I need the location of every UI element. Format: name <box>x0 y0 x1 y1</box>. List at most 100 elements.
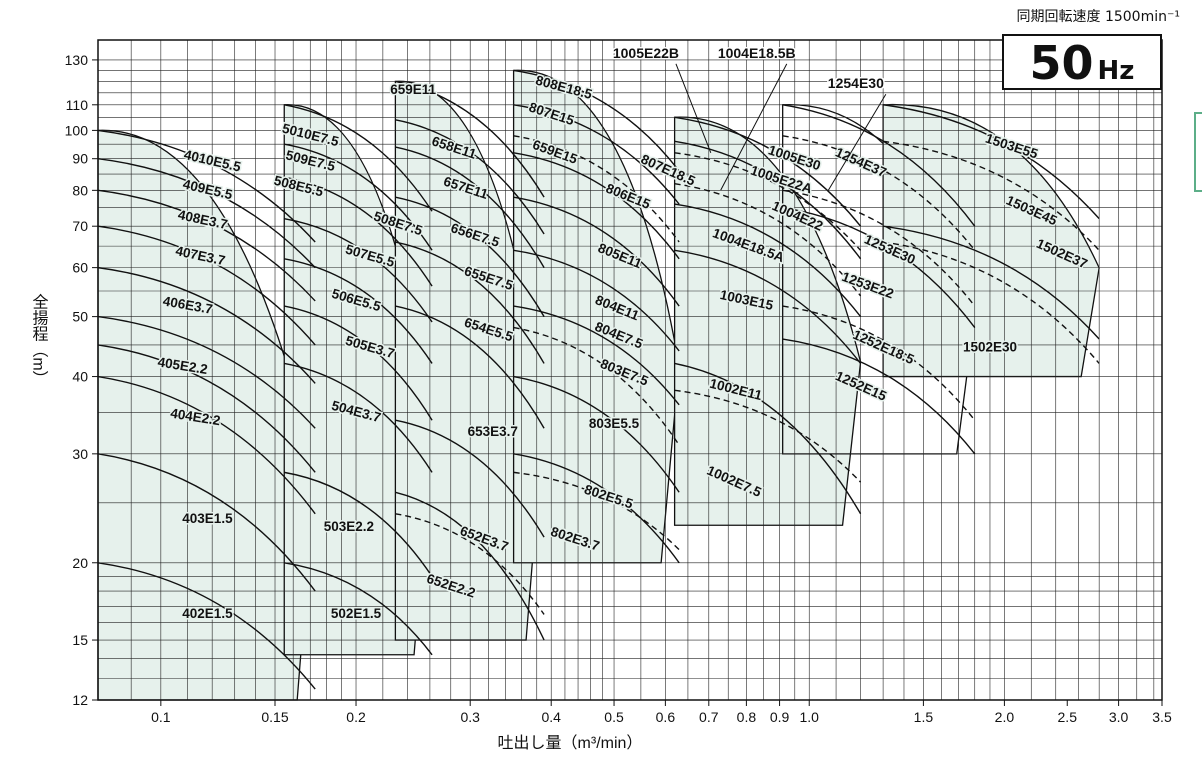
y-axis-label: 全揚程（m） <box>30 293 49 386</box>
x-tick-label: 3.5 <box>1152 709 1172 725</box>
speed-note: 同期回転速度 1500min⁻¹ <box>1016 9 1180 25</box>
head-curve <box>513 453 680 564</box>
head-curve-dashed <box>513 326 680 446</box>
head-curve-dashed <box>513 471 680 551</box>
head-curve <box>513 104 680 205</box>
model-label: 803E5.5 <box>589 416 640 431</box>
head-curve-dashed <box>883 241 1100 364</box>
callout-label: 1254E30 <box>828 75 884 91</box>
model-label: 1502E30 <box>963 339 1017 354</box>
side-index-tab <box>1194 112 1202 192</box>
head-curve <box>513 196 680 307</box>
head-curve <box>513 69 680 172</box>
callout-label: 1005E22B <box>613 45 679 61</box>
head-curve <box>97 375 316 515</box>
head-curve-dashed <box>782 305 976 421</box>
x-tick-label: 0.2 <box>346 709 366 725</box>
head-curve <box>395 305 545 429</box>
head-curve-dashed <box>395 513 545 615</box>
head-curve <box>97 266 316 384</box>
head-curve-dashed <box>782 189 976 307</box>
callout-label: 1004E18.5B <box>718 45 796 61</box>
head-curve-dashed <box>883 140 1100 251</box>
y-tick-label: 12 <box>72 692 88 708</box>
x-tick-label: 3.0 <box>1109 709 1129 725</box>
head-curve <box>513 249 680 352</box>
x-tick-label: 0.5 <box>604 709 624 725</box>
axes: 0.1 0.15 0.2 0.3 0.4 0.5 0.6 0.7 0.8 0.9 1.0 1.5 2.0… <box>30 39 1172 752</box>
callout-leader <box>720 63 788 191</box>
head-curve <box>284 562 433 656</box>
x-tick-label: 0.7 <box>699 709 719 725</box>
head-curve <box>674 116 862 227</box>
frequency-value: 50 <box>1029 36 1094 90</box>
y-tick-label: 90 <box>72 151 88 167</box>
y-tick-label: 70 <box>72 218 88 234</box>
head-curve <box>284 217 433 323</box>
head-curve <box>513 375 680 493</box>
head-curve <box>97 225 316 346</box>
head-curve <box>284 143 433 251</box>
y-tick-label: 80 <box>72 182 88 198</box>
head-curve <box>782 206 976 328</box>
plot-frame <box>97 39 1163 701</box>
x-tick-label: 0.8 <box>737 709 757 725</box>
y-tick-label: 130 <box>65 52 89 68</box>
x-tick-label: 0.1 <box>151 709 171 725</box>
x-tick-label: 2.0 <box>995 709 1015 725</box>
head-curve <box>284 305 433 421</box>
frequency-unit: Hz <box>1097 56 1135 86</box>
y-tick-label: 110 <box>66 97 89 113</box>
model-label: 1254E37 <box>833 145 888 181</box>
model-label: 4010E5.5 <box>183 147 243 175</box>
callout-leader <box>675 63 712 153</box>
head-curve <box>97 453 316 592</box>
x-tick-label: 0.15 <box>261 709 288 725</box>
frequency-badge: 50 Hz <box>1002 34 1162 90</box>
head-curve <box>674 140 862 260</box>
model-label: 502E1.5 <box>331 606 382 621</box>
head-curve <box>395 80 545 198</box>
head-curve <box>674 203 862 318</box>
head-curve-dashed <box>782 135 976 251</box>
y-tick-label: 20 <box>72 555 88 571</box>
model-label: 403E1.5 <box>182 511 233 526</box>
head-curve <box>395 196 545 317</box>
head-curve <box>513 305 680 406</box>
callout-leader <box>827 93 887 191</box>
head-curve-dashed <box>674 389 862 483</box>
head-curve <box>97 315 316 429</box>
head-curve <box>513 152 680 260</box>
head-curve <box>674 362 862 515</box>
x-tick-label: 0.6 <box>656 709 676 725</box>
head-curve <box>883 225 1100 340</box>
head-curve <box>284 471 433 577</box>
group-envelope-100 <box>673 116 862 526</box>
y-tick-label: 15 <box>72 632 88 648</box>
x-tick-label: 0.4 <box>541 709 561 725</box>
x-tick-label: 2.5 <box>1058 709 1078 725</box>
x-axis-label: 吐出し量（m³/min） <box>498 734 643 752</box>
head-curve <box>284 104 433 212</box>
model-label: 659E11 <box>390 82 436 97</box>
head-curve <box>395 119 545 235</box>
head-curve-dashed <box>513 135 680 243</box>
head-curve <box>674 249 862 364</box>
head-curve <box>395 146 545 268</box>
head-curve <box>883 104 1100 220</box>
model-label: 653E3.7 <box>468 424 518 439</box>
head-curve <box>395 491 545 641</box>
head-curve <box>97 129 316 243</box>
y-tick-label: 30 <box>72 446 88 462</box>
x-tick-label: 1.0 <box>799 709 819 725</box>
model-label: 402E1.5 <box>182 606 233 621</box>
x-tick-label: 0.9 <box>770 709 790 725</box>
y-tick-label: 60 <box>72 260 88 276</box>
x-tick-label: 1.5 <box>914 709 934 725</box>
head-curve <box>97 344 316 473</box>
series-fills <box>97 69 1100 701</box>
x-tick-label: 0.3 <box>460 709 480 725</box>
head-curve <box>395 241 545 364</box>
y-tick-label: 100 <box>65 122 89 138</box>
y-tick-label: 50 <box>72 309 88 325</box>
